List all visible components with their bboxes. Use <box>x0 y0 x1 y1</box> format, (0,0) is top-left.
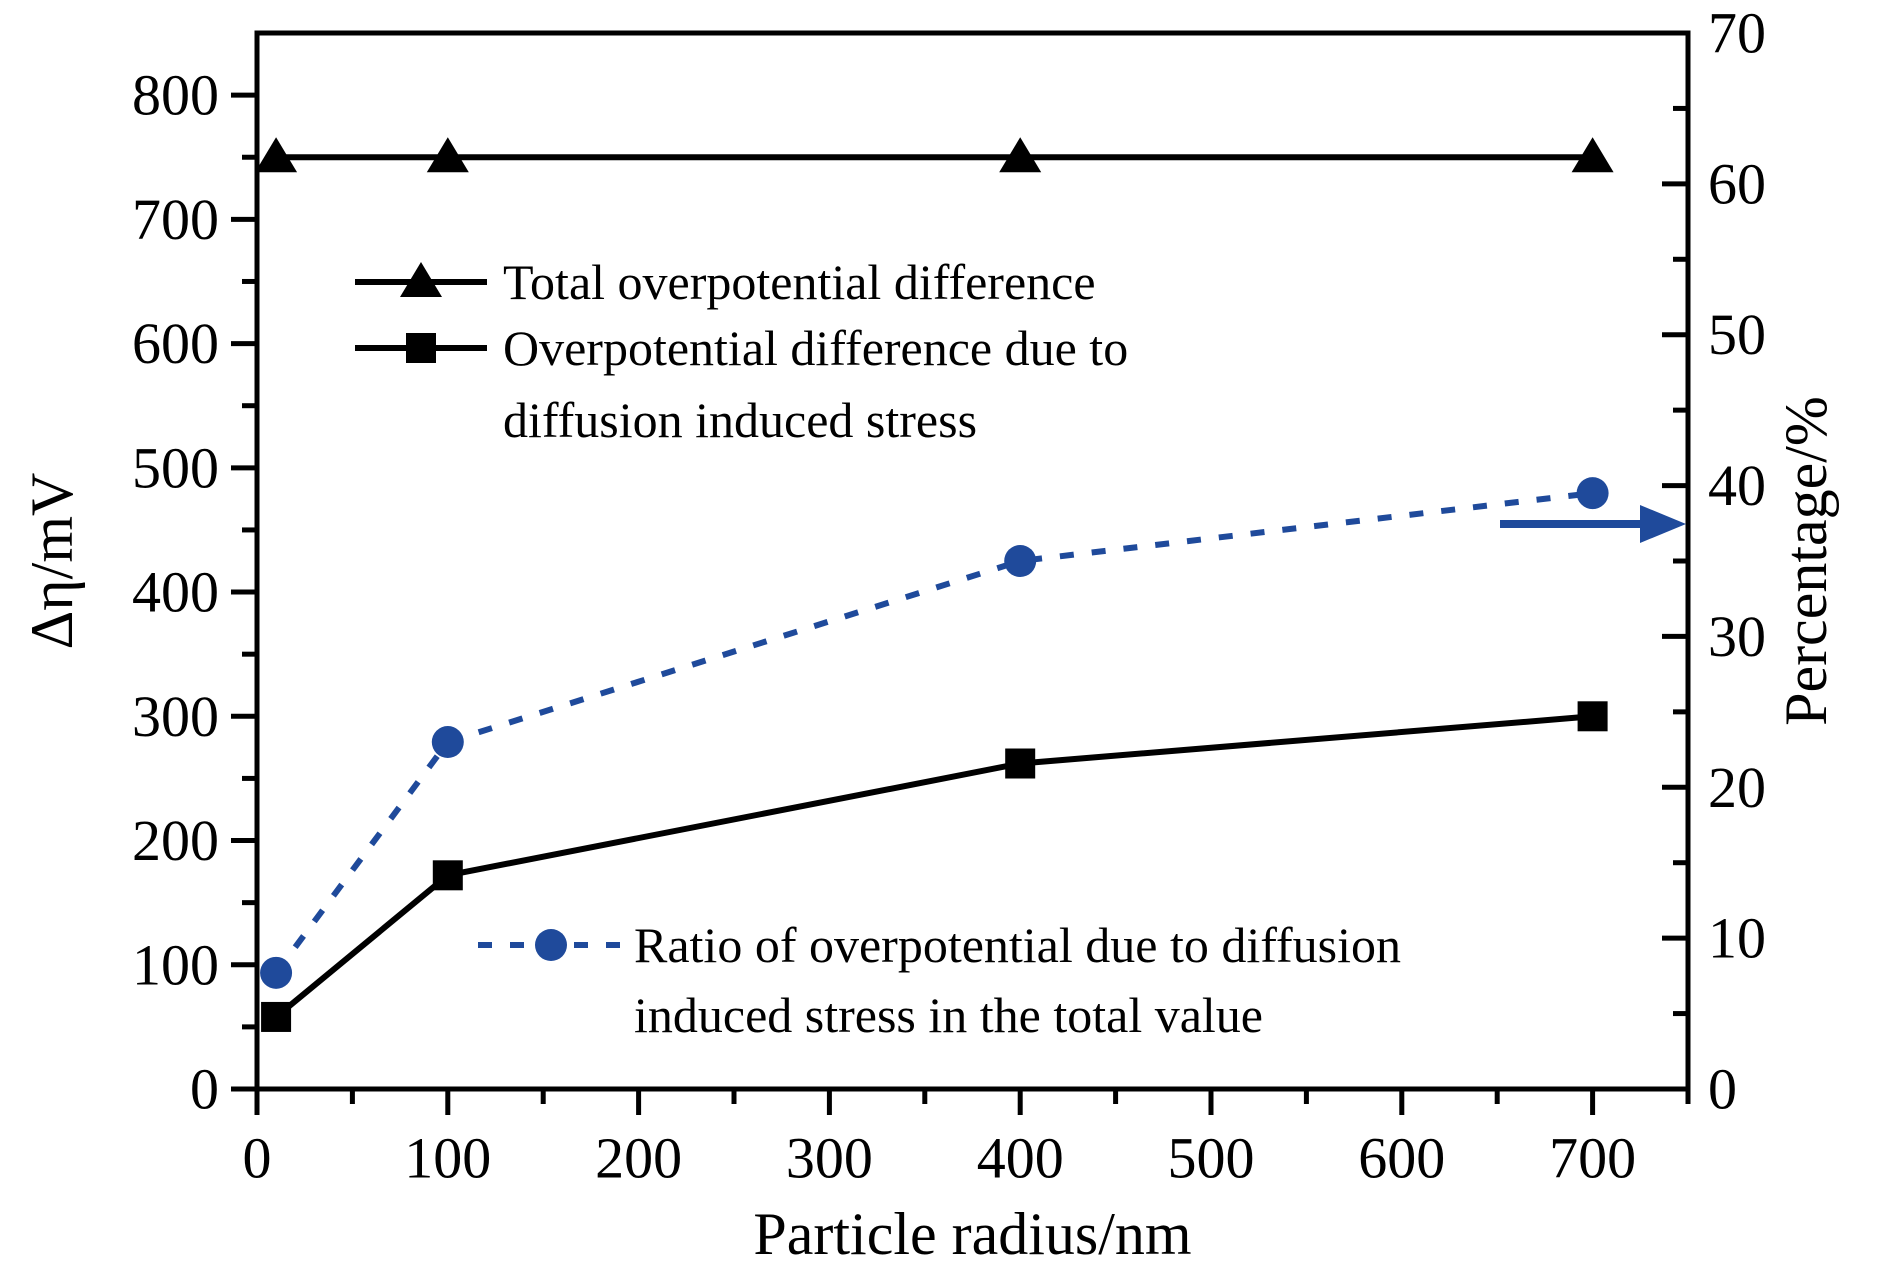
legend-black-series: Total overpotential difference Overpotent… <box>355 254 1128 448</box>
y-left-tick-label: 600 <box>132 311 219 376</box>
y-right-tick-label: 20 <box>1708 755 1766 820</box>
x-axis-title: Particle radius/nm <box>753 1201 1191 1267</box>
x-axis-tick-label: 600 <box>1358 1126 1445 1191</box>
legend-label: Ratio of overpotential due to diffusion <box>634 917 1401 973</box>
data-point-ratio-0 <box>260 956 293 989</box>
data-point-total-2 <box>999 137 1042 173</box>
x-axis-tick-label: 400 <box>977 1126 1064 1191</box>
series-ratio <box>260 477 1609 989</box>
y-left-tick-label: 500 <box>132 435 219 500</box>
series-total <box>255 137 1614 173</box>
data-point-dis-stress-2 <box>1005 748 1036 779</box>
y-left-tick-label: 800 <box>132 63 219 128</box>
series-line-ratio <box>273 490 1593 975</box>
y-left-tick-label: 0 <box>190 1057 219 1122</box>
x-axis-tick-label: 0 <box>243 1126 272 1191</box>
data-point-ratio-2 <box>1004 545 1037 577</box>
data-point-dis-stress-3 <box>1577 701 1608 732</box>
y-left-tick-label: 100 <box>132 932 219 997</box>
right-axis-arrow-head <box>1640 505 1686 543</box>
y-left-tick-label: 300 <box>132 684 219 749</box>
legend-blue-series: Ratio of overpotential due to diffusion i… <box>478 917 1401 1043</box>
x-axis-tick-label: 200 <box>595 1126 682 1191</box>
data-point-total-3 <box>1571 137 1614 173</box>
data-point-total-1 <box>426 137 469 173</box>
legend-marker-square <box>406 333 436 363</box>
axes: 0 100 200 300 400 500 600 700010020030040050060… <box>132 1 1766 1191</box>
data-point-dis-stress-0 <box>261 1001 292 1032</box>
legend-label: Total overpotential difference <box>503 254 1096 310</box>
y-left-axis-title: Δη/mV <box>19 473 85 650</box>
series-line-dis-stress <box>274 713 1593 1020</box>
y-left-tick-label: 400 <box>132 560 219 625</box>
y-right-axis-title: Percentage/% <box>1773 396 1839 726</box>
y-right-tick-label: 10 <box>1708 906 1766 971</box>
legend-marker-circle <box>535 929 567 961</box>
y-right-tick-label: 50 <box>1708 302 1766 367</box>
y-right-tick-label: 0 <box>1708 1057 1737 1122</box>
data-point-ratio-3 <box>1576 477 1609 510</box>
right-axis-arrow <box>1500 505 1686 543</box>
x-axis-tick-label: 100 <box>404 1126 491 1191</box>
y-left-tick-label: 200 <box>132 808 219 873</box>
x-axis-tick-label: 700 <box>1549 1126 1636 1191</box>
x-axis-tick-label: 300 <box>786 1126 873 1191</box>
legend-label: diffusion induced stress <box>503 392 977 448</box>
x-axis-tick-label: 500 <box>1168 1126 1255 1191</box>
y-right-tick-label: 70 <box>1708 1 1766 66</box>
y-left-tick-label: 700 <box>132 187 219 252</box>
legend-label: induced stress in the total value <box>634 987 1263 1043</box>
data-point-ratio-1 <box>431 726 464 759</box>
legend-label: Overpotential difference due to <box>503 320 1128 376</box>
data-point-total-0 <box>255 137 298 173</box>
legend-marker-triangle <box>400 262 442 297</box>
y-right-tick-label: 30 <box>1708 604 1766 669</box>
y-right-tick-label: 40 <box>1708 453 1766 518</box>
y-right-tick-label: 60 <box>1708 151 1766 216</box>
series-dis-stress <box>261 701 1608 1032</box>
data-point-dis-stress-1 <box>432 860 463 891</box>
